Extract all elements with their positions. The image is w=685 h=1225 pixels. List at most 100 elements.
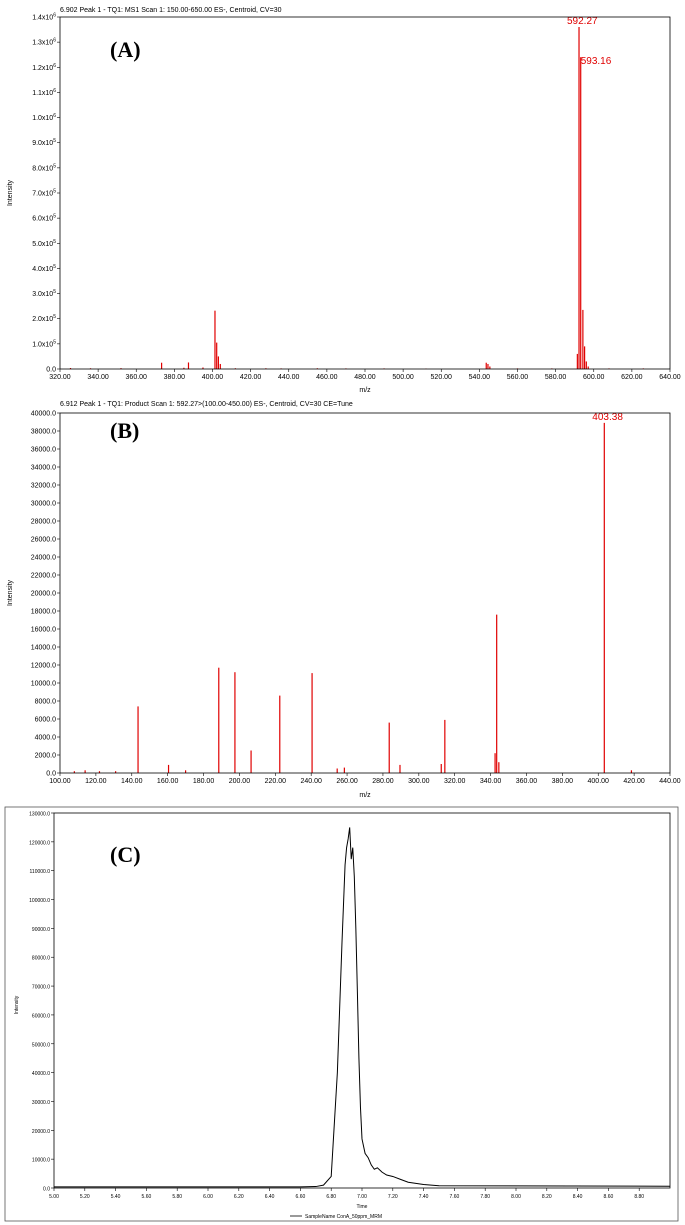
panel-b-y-tick-label: 8000.0 xyxy=(35,699,57,706)
panel-a-x-tick-label: 500.00 xyxy=(392,374,414,381)
panel-c-legend-text: SampleName ConA_50ppm_MRM xyxy=(305,1214,382,1220)
panel-a-x-tick-label: 340.00 xyxy=(87,374,109,381)
panel-b-y-tick-label: 6000.0 xyxy=(35,717,57,724)
panel-c-x-tick-label: 8.20 xyxy=(542,1194,552,1200)
peak-label: 593.16 xyxy=(581,56,612,67)
panel-b-y-tick-label: 22000.0 xyxy=(31,573,56,580)
panel-c-y-tick-label: 80000.0 xyxy=(32,956,50,962)
panel-a: 6.902 Peak 1 - TQ1: MS1 Scan 1: 150.00-6… xyxy=(7,7,681,394)
panel-b-x-tick-label: 240.00 xyxy=(300,778,322,785)
panel-a-tag: (A) xyxy=(110,37,141,62)
panel-b-y-tick-label: 30000.0 xyxy=(31,501,56,508)
panel-b-header: 6.912 Peak 1 - TQ1: Product Scan 1: 592.… xyxy=(60,401,353,408)
panel-c-y-tick-label: 40000.0 xyxy=(32,1071,50,1077)
panel-a-x-tick-label: 540.00 xyxy=(469,374,491,381)
panel-b-y-tick-label: 32000.0 xyxy=(31,483,56,490)
panel-c-x-tick-label: 8.40 xyxy=(573,1194,583,1200)
panel-a-y-tick-label: 1.0x105 xyxy=(32,339,56,348)
panel-a-y-tick-label: 1.4x106 xyxy=(32,13,56,22)
panel-c-y-tick-label: 50000.0 xyxy=(32,1042,50,1048)
panel-b-y-tick-label: 12000.0 xyxy=(31,663,56,670)
panel-a-y-tick-label: 1.3x106 xyxy=(32,38,56,47)
panel-a-y-tick-label: 5.0x105 xyxy=(32,239,56,248)
panel-a-x-axis-title: m/z xyxy=(359,387,371,394)
panel-a-x-tick-label: 480.00 xyxy=(354,374,376,381)
panel-b-x-tick-label: 440.00 xyxy=(659,778,681,785)
panel-c-x-tick-label: 5.20 xyxy=(80,1194,90,1200)
panel-a-x-tick-label: 420.00 xyxy=(240,374,262,381)
panel-b-y-tick-label: 26000.0 xyxy=(31,537,56,544)
panel-c-y-tick-label: 0.0 xyxy=(43,1187,50,1193)
panel-a-x-tick-label: 620.00 xyxy=(621,374,643,381)
panel-b-x-tick-label: 300.00 xyxy=(408,778,430,785)
panel-a-x-tick-label: 360.00 xyxy=(126,374,148,381)
panel-a-peaks xyxy=(69,27,644,369)
panel-b-y-tick-label: 38000.0 xyxy=(31,429,56,436)
panel-a-y-tick-label: 0.0 xyxy=(46,367,56,374)
peak-label: 592.27 xyxy=(567,16,598,27)
panel-b-x-tick-label: 400.00 xyxy=(588,778,610,785)
panel-a-plot-frame xyxy=(59,16,671,370)
panel-c-x-tick-label: 5.80 xyxy=(172,1194,182,1200)
panel-a-x-ticks: 320.00 340.00 360.00 380.00 400.00 420.00 440.… xyxy=(49,369,681,381)
panel-a-y-tick-label: 1.2x106 xyxy=(32,63,56,72)
panel-b-x-tick-label: 260.00 xyxy=(336,778,358,785)
panel-c-y-tick-label: 20000.0 xyxy=(32,1129,50,1135)
panel-c-x-axis-title: Time xyxy=(357,1204,368,1210)
panel-b-y-tick-label: 10000.0 xyxy=(31,681,56,688)
panel-b-x-tick-label: 120.00 xyxy=(85,778,107,785)
panel-b-x-tick-label: 200.00 xyxy=(229,778,251,785)
panel-b-x-axis-title: m/z xyxy=(359,792,371,799)
panel-a-y-ticks: 0.0 1.0x105 2.0x105 3.0x105 4.0x105 5.0x105 6.… xyxy=(32,13,60,374)
panel-c-trace-line xyxy=(54,827,671,1188)
panel-a-x-tick-label: 460.00 xyxy=(316,374,338,381)
panel-a-y-axis-title: Intensity xyxy=(7,179,14,206)
panel-b-y-ticks: 0.0 2000.0 4000.0 6000.0 8000.0 10000.0 12000.… xyxy=(31,411,60,778)
panel-b-tag: (B) xyxy=(110,418,139,443)
panel-a-peak-labels: 592.27 593.16 xyxy=(567,16,612,67)
panel-a-x-tick-label: 380.00 xyxy=(164,374,186,381)
panel-c-y-ticks: 0.0 10000.0 20000.0 30000.0 40000.0 50000.0 60… xyxy=(29,812,54,1193)
panel-b: 6.912 Peak 1 - TQ1: Product Scan 1: 592.… xyxy=(7,401,681,799)
panel-b-x-tick-label: 100.00 xyxy=(49,778,71,785)
panel-c-x-tick-label: 7.40 xyxy=(419,1194,429,1200)
panel-a-x-tick-label: 640.00 xyxy=(659,374,681,381)
panel-b-y-tick-label: 28000.0 xyxy=(31,519,56,526)
panel-b-plot-frame xyxy=(59,412,671,774)
panel-b-x-tick-label: 320.00 xyxy=(444,778,466,785)
panel-c-x-tick-label: 5.60 xyxy=(142,1194,152,1200)
panel-a-y-tick-label: 1.0x106 xyxy=(32,113,56,122)
panel-b-x-tick-label: 180.00 xyxy=(193,778,215,785)
panel-a-x-tick-label: 400.00 xyxy=(202,374,224,381)
panel-b-x-tick-label: 220.00 xyxy=(265,778,287,785)
panel-c-x-tick-label: 7.80 xyxy=(480,1194,490,1200)
panel-a-header: 6.902 Peak 1 - TQ1: MS1 Scan 1: 150.00-6… xyxy=(60,7,282,14)
panel-b-y-tick-label: 14000.0 xyxy=(31,645,56,652)
panel-c-y-axis-title: Intensity xyxy=(14,995,20,1014)
panel-c-x-tick-label: 7.20 xyxy=(388,1194,398,1200)
panel-b-y-tick-label: 18000.0 xyxy=(31,609,56,616)
panel-b-y-tick-label: 4000.0 xyxy=(35,735,57,742)
panel-c-border xyxy=(4,806,679,1222)
panel-c-y-tick-label: 90000.0 xyxy=(32,927,50,933)
panel-a-y-tick-label: 1.1x106 xyxy=(32,88,56,97)
panel-b-x-tick-label: 160.00 xyxy=(157,778,179,785)
panel-c-x-tick-label: 5.00 xyxy=(49,1194,59,1200)
panel-b-x-tick-label: 280.00 xyxy=(372,778,394,785)
panel-b-y-tick-label: 34000.0 xyxy=(31,465,56,472)
panel-c-y-tick-label: 130000.0 xyxy=(29,812,50,818)
panel-c-x-tick-label: 6.00 xyxy=(203,1194,213,1200)
panel-c-x-tick-label: 6.80 xyxy=(326,1194,336,1200)
panel-c-y-tick-label: 120000.0 xyxy=(29,840,50,846)
panel-a-y-tick-label: 4.0x105 xyxy=(32,264,56,273)
panel-c-x-tick-label: 8.80 xyxy=(634,1194,644,1200)
panel-c-x-tick-label: 8.00 xyxy=(511,1194,521,1200)
panel-c-x-tick-label: 6.40 xyxy=(265,1194,275,1200)
panel-a-x-tick-label: 320.00 xyxy=(49,374,71,381)
panel-a-x-tick-label: 440.00 xyxy=(278,374,300,381)
panel-a-y-tick-label: 9.0x105 xyxy=(32,138,56,147)
panel-c-x-tick-label: 5.40 xyxy=(111,1194,121,1200)
panel-b-x-tick-label: 360.00 xyxy=(516,778,538,785)
panel-b-y-tick-label: 2000.0 xyxy=(35,753,57,760)
